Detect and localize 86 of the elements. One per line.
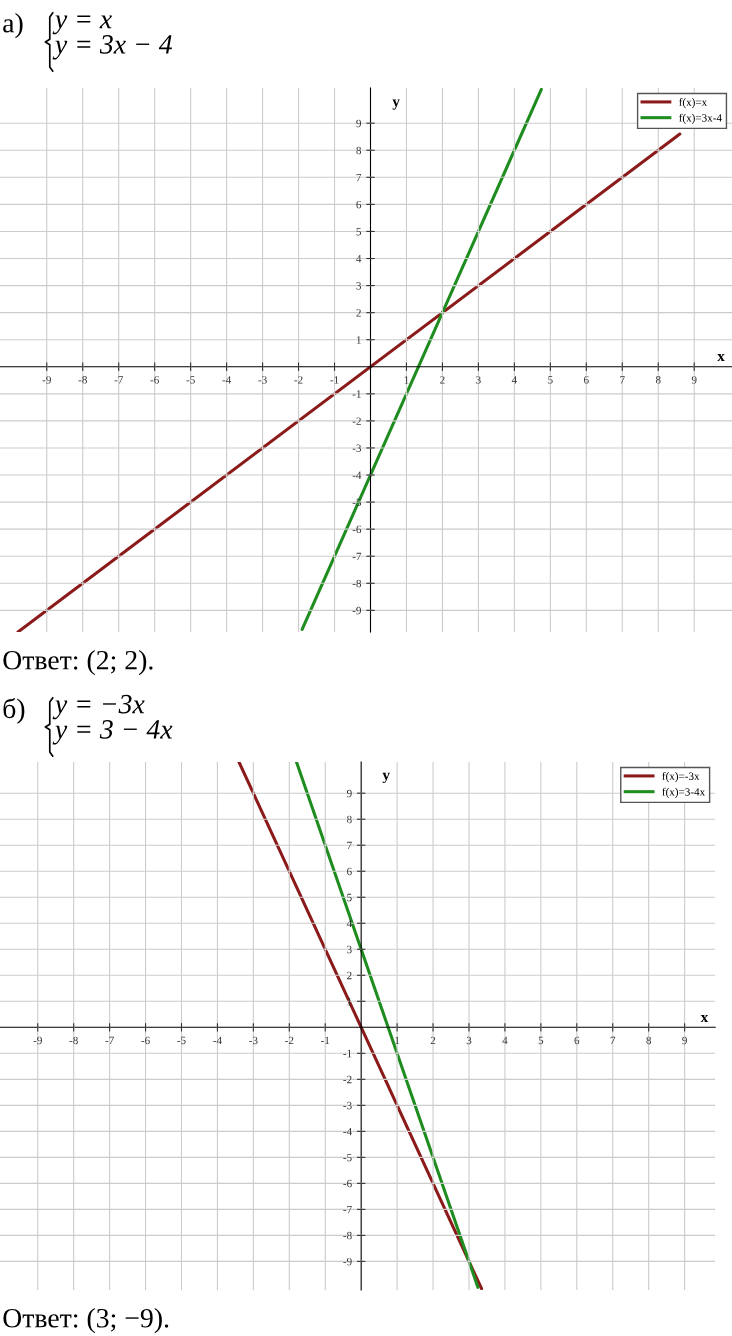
y-tick-label: 4: [356, 255, 362, 263]
x-tick-label: 4: [511, 376, 517, 384]
y-tick-label: -3: [352, 444, 362, 452]
y-tick-label: 7: [356, 173, 362, 182]
y-tick-label: -3: [343, 1101, 352, 1110]
y-tick-label: -9: [352, 606, 362, 615]
y-tick-label: 6: [356, 200, 362, 209]
x-tick-label: -9: [42, 376, 51, 384]
x-tick-label: -8: [69, 1036, 78, 1045]
x-tick-label: -6: [150, 376, 159, 384]
x-tick-label: 2: [430, 1036, 436, 1045]
y-tick-label: -2: [352, 417, 361, 425]
x-tick-label: 6: [584, 376, 589, 384]
x-tick-label: 9: [691, 376, 697, 384]
y-tick-label: 8: [347, 815, 352, 824]
x-tick-label: -4: [222, 376, 232, 384]
x-axis-title: x: [717, 354, 725, 362]
chart-subtitle: y = −3x y = 3 − 4x: [52, 694, 173, 745]
chart-title: б): [3, 698, 25, 724]
legend-label: f(x)=3-4x: [662, 787, 706, 798]
y-tick-label: -6: [352, 525, 362, 534]
y-tick-label: 2: [356, 309, 361, 317]
x-tick-label: 6: [574, 1036, 580, 1045]
y-tick-label: 9: [356, 119, 362, 128]
y-tick-label: 5: [347, 893, 352, 902]
y-tick-label: -5: [343, 1153, 352, 1162]
text: Ответ: (2; 2).: [3, 650, 153, 676]
x-tick-label: 1: [395, 1036, 400, 1045]
x-tick-label: 7: [610, 1036, 616, 1045]
y-tick-label: 3: [347, 945, 352, 954]
x-tick-label: 9: [682, 1036, 687, 1045]
y-tick-label: 1: [347, 997, 352, 1006]
y-tick-label: -4: [352, 471, 362, 479]
y-tick-label: 5: [356, 228, 362, 236]
x-tick-label: 3: [476, 376, 481, 384]
y-tick-label: 3: [356, 282, 362, 290]
y-tick-label: -7: [352, 552, 362, 561]
y-tick-label: -9: [343, 1257, 352, 1266]
x-tick-label: -8: [78, 376, 87, 384]
x-tick-label: -2: [285, 1036, 294, 1045]
legend-label: f(x)=x: [679, 98, 708, 109]
x-tick-label: 4: [502, 1036, 508, 1045]
x-tick-label: -5: [186, 376, 195, 384]
y-tick-label: 9: [346, 789, 352, 798]
y-tick-label: -5: [352, 498, 362, 507]
y-tick-label: 4: [346, 919, 352, 928]
x-tick-label: -9: [33, 1036, 42, 1045]
x-tick-label: -3: [258, 376, 267, 384]
y-tick-label: -8: [352, 579, 362, 588]
y-tick-label: -8: [343, 1231, 352, 1240]
x-tick-label: -2: [294, 376, 303, 384]
x-tick-label: -7: [114, 376, 124, 384]
x-tick-label: -5: [177, 1036, 186, 1045]
x-tick-label: 8: [655, 376, 661, 384]
text: Ответ: (3; −9).: [3, 1308, 169, 1334]
y-tick-label: 2: [347, 971, 352, 980]
y-axis-title: y: [392, 99, 400, 110]
y-tick-label: -4: [343, 1127, 352, 1136]
legend-label: f(x)=-3x: [662, 772, 700, 783]
x-tick-label: 5: [548, 376, 553, 384]
x-tick-label: -6: [141, 1036, 150, 1045]
x-tick-label: 5: [538, 1036, 544, 1045]
y-tick-label: -7: [343, 1205, 352, 1214]
x-tick-label: -1: [321, 1036, 330, 1045]
x-tick-label: 8: [646, 1036, 652, 1045]
x-tick-label: 2: [440, 376, 445, 384]
y-tick-label: 6: [347, 867, 352, 876]
x-tick-label: 1: [404, 376, 409, 384]
y-axis-title: y: [382, 772, 390, 784]
x-tick-label: 3: [466, 1036, 472, 1045]
x-tick-label: -7: [105, 1036, 114, 1045]
chart-subtitle: y = x y = 3x − 4: [52, 15, 172, 60]
y-tick-label: -1: [352, 390, 361, 398]
x-tick-label: -3: [249, 1036, 258, 1045]
x-tick-label: -4: [213, 1036, 222, 1045]
y-tick-label: -1: [343, 1049, 352, 1058]
x-axis-title: x: [700, 1015, 709, 1023]
y-tick-label: 7: [347, 841, 352, 850]
chart-title: а): [3, 13, 23, 39]
y-tick-label: 8: [356, 146, 362, 155]
x-tick-label: -1: [330, 376, 339, 384]
y-tick-label: 1: [356, 336, 361, 344]
x-tick-label: 7: [620, 376, 625, 384]
legend-label: f(x)=3x-4: [679, 113, 722, 124]
y-tick-label: -6: [343, 1179, 352, 1188]
y-tick-label: -2: [343, 1075, 352, 1084]
